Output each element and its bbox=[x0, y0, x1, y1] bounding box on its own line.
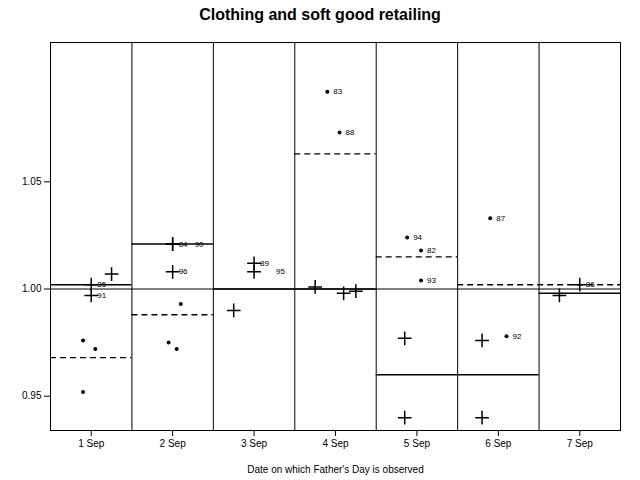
svg-text:82: 82 bbox=[427, 246, 436, 255]
svg-text:85: 85 bbox=[97, 280, 106, 289]
svg-text:84: 84 bbox=[179, 240, 188, 249]
svg-text:95: 95 bbox=[276, 267, 285, 276]
svg-text:1.00: 1.00 bbox=[22, 283, 42, 294]
svg-text:96: 96 bbox=[179, 267, 188, 276]
svg-text:1.05: 1.05 bbox=[22, 176, 42, 187]
svg-text:83: 83 bbox=[333, 87, 342, 96]
svg-text:89: 89 bbox=[260, 259, 269, 268]
svg-text:90: 90 bbox=[195, 240, 204, 249]
svg-text:0.95: 0.95 bbox=[22, 390, 42, 401]
svg-text:1 Sep: 1 Sep bbox=[78, 438, 105, 449]
svg-text:5 Sep: 5 Sep bbox=[404, 438, 431, 449]
svg-text:3 Sep: 3 Sep bbox=[241, 438, 268, 449]
svg-text:91: 91 bbox=[97, 291, 106, 300]
svg-text:88: 88 bbox=[346, 128, 355, 137]
svg-text:93: 93 bbox=[427, 276, 436, 285]
svg-text:92: 92 bbox=[513, 332, 522, 341]
svg-text:87: 87 bbox=[496, 214, 505, 223]
svg-text:4 Sep: 4 Sep bbox=[322, 438, 349, 449]
svg-text:2 Sep: 2 Sep bbox=[160, 438, 187, 449]
svg-text:Date on which Father's Day is: Date on which Father's Day is observed bbox=[247, 464, 423, 475]
html-text:Clothing and soft good retaili: Clothing and soft good retailing bbox=[199, 6, 441, 23]
svg-text:94: 94 bbox=[413, 233, 422, 242]
svg-text:86: 86 bbox=[586, 280, 595, 289]
svg-text:6 Sep: 6 Sep bbox=[485, 438, 512, 449]
svg-text:7 Sep: 7 Sep bbox=[567, 438, 594, 449]
